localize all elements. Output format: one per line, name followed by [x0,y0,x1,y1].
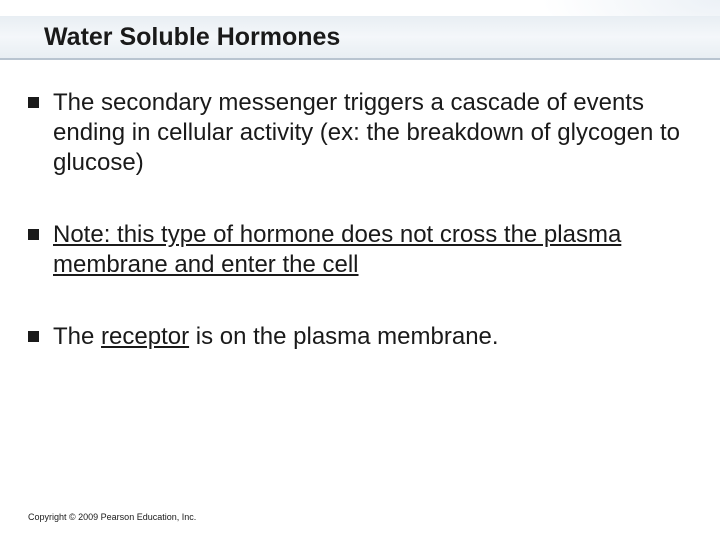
title-bar: Water Soluble Hormones [0,16,720,60]
bullet-text: The secondary messenger triggers a casca… [53,88,692,178]
text-segment: The [53,323,101,350]
slide-content: The secondary messenger triggers a casca… [28,88,692,394]
text-segment: is on the plasma membrane. [189,323,498,350]
bullet-item: Note: this type of hormone does not cros… [28,220,692,280]
bullet-text: The receptor is on the plasma membrane. [53,322,499,352]
bullet-marker-icon [28,229,39,240]
bullet-item: The secondary messenger triggers a casca… [28,88,692,178]
bullet-text: Note: this type of hormone does not cros… [53,220,692,280]
copyright-text: Copyright © 2009 Pearson Education, Inc. [28,512,196,522]
text-segment: The secondary messenger triggers a casca… [53,89,680,176]
bullet-marker-icon [28,97,39,108]
bullet-item: The receptor is on the plasma membrane. [28,322,692,352]
bullet-marker-icon [28,331,39,342]
underlined-segment: receptor [101,323,189,350]
slide-title: Water Soluble Hormones [44,23,340,52]
underlined-segment: Note: this type of hormone does not cros… [53,221,621,278]
